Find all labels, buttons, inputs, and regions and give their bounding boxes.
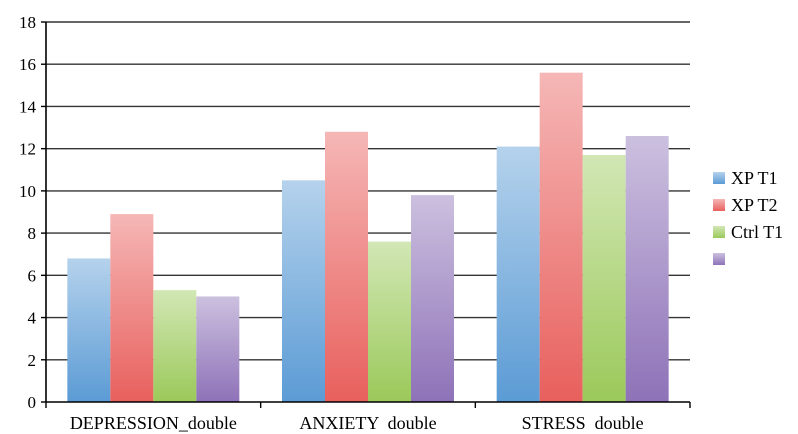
x-tick-label: DEPRESSION_double [70, 413, 237, 433]
bar-ctrl-t1-1 [153, 290, 197, 402]
bar-xp-t1-3 [496, 146, 540, 402]
bar-xp-t2-1 [110, 214, 154, 402]
bar-ctrl-t1-3 [582, 155, 626, 402]
y-tick-label: 6 [28, 266, 37, 285]
y-tick-label: 16 [19, 55, 36, 74]
x-tick-label: STRESS double [522, 413, 644, 433]
y-tick-label: 10 [19, 182, 36, 201]
y-tick-labels: 0 2 4 6 8 10 12 14 16 18 [19, 13, 37, 412]
legend-label: XP T2 [731, 195, 778, 215]
bar-ctrl-t1-2 [368, 241, 411, 402]
bar-series-4-2 [411, 195, 454, 402]
bar-series-4-3 [625, 136, 669, 402]
legend-swatch [713, 172, 725, 184]
x-tick-labels: DEPRESSION_double ANXIETY double STRESS do… [70, 413, 644, 433]
bar-xp-t2-3 [539, 72, 583, 403]
bar-series-4-1 [196, 296, 240, 402]
bar-xp-t1-2 [282, 180, 325, 402]
y-tick-label: 8 [28, 224, 37, 243]
y-tick-label: 18 [19, 13, 36, 32]
x-tick-label: ANXIETY double [299, 413, 436, 433]
legend-swatch [713, 226, 725, 238]
legend-swatch [713, 199, 725, 211]
bars [67, 72, 669, 403]
axes [45, 22, 691, 408]
y-tick-label: 12 [19, 140, 36, 159]
y-tick-label: 14 [19, 97, 37, 116]
y-tick-label: 0 [28, 393, 37, 412]
bar-xp-t1-1 [67, 258, 111, 402]
legend: XP T1 XP T2 Ctrl T1 [713, 168, 783, 265]
legend-label: Ctrl T1 [731, 222, 783, 242]
legend-swatch [713, 253, 725, 265]
legend-label: XP T1 [731, 168, 778, 188]
y-tick-label: 4 [28, 309, 37, 328]
bar-xp-t2-2 [325, 131, 368, 402]
y-tick-label: 2 [28, 351, 37, 370]
